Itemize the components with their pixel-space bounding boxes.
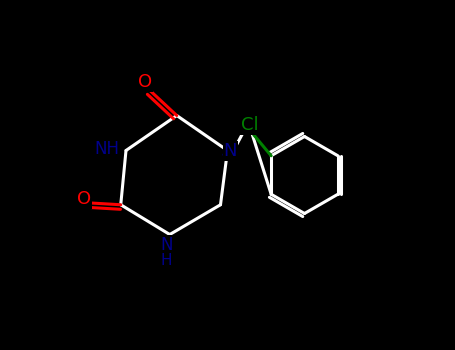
Text: H: H: [161, 253, 172, 268]
Text: N: N: [160, 236, 172, 254]
Text: NH: NH: [94, 140, 119, 158]
Text: O: O: [138, 73, 152, 91]
Text: O: O: [77, 190, 91, 209]
Text: Cl: Cl: [241, 116, 259, 134]
Text: N: N: [223, 142, 237, 160]
